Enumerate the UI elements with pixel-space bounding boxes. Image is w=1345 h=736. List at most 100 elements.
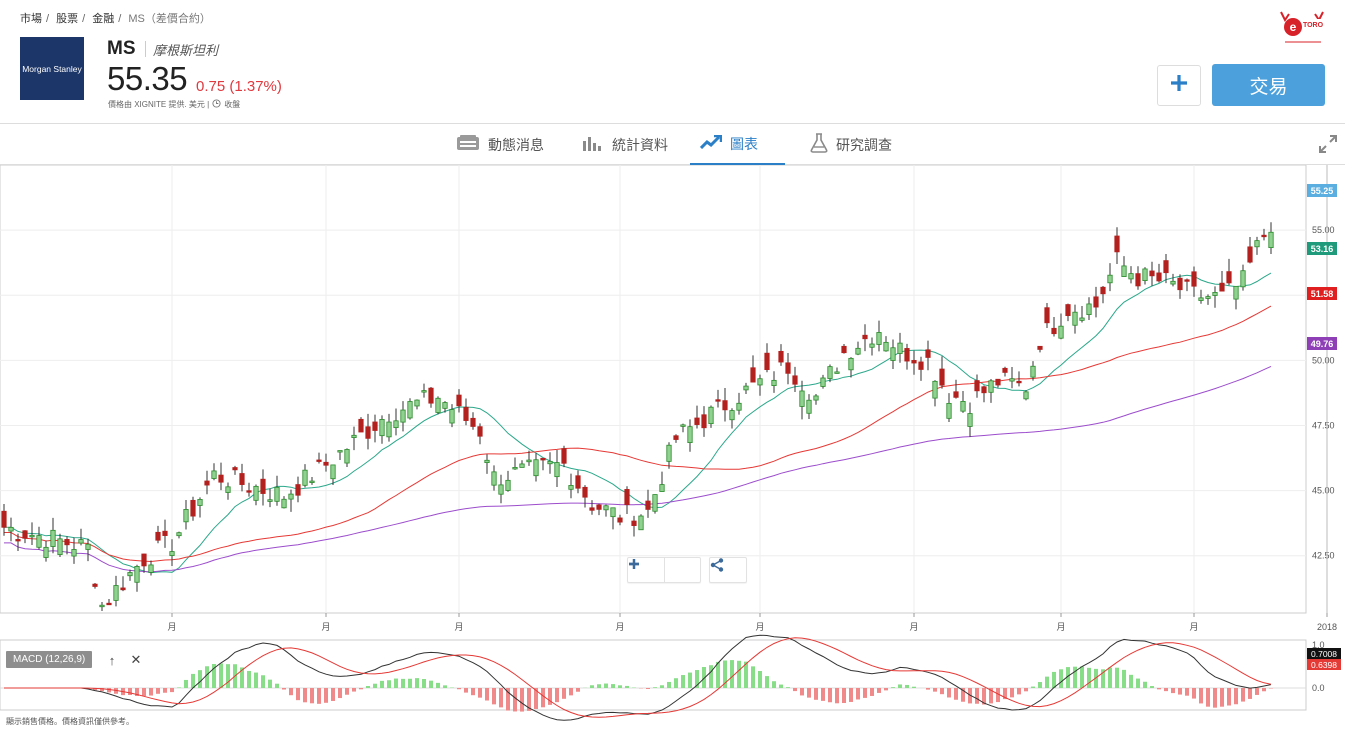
candle bbox=[1058, 325, 1064, 339]
candle bbox=[680, 424, 686, 427]
candle bbox=[736, 402, 742, 411]
macd-value-text: 0.7008 bbox=[1311, 649, 1337, 659]
trade-button[interactable]: 交易 bbox=[1212, 64, 1325, 106]
macd-histogram-bar bbox=[1017, 688, 1021, 695]
company-logo-text: Morgan Stanley bbox=[22, 63, 82, 74]
macd-histogram-bar bbox=[1157, 688, 1161, 690]
price-change: 0.75 (1.37%) bbox=[196, 78, 282, 95]
share-button[interactable] bbox=[710, 558, 746, 582]
breadcrumb-item-markets[interactable]: 市場 bbox=[20, 13, 42, 25]
macd-histogram-bar bbox=[212, 664, 216, 688]
breadcrumb-item-stocks[interactable]: 股票 bbox=[56, 13, 79, 25]
macd-histogram-bar bbox=[625, 685, 629, 688]
macd-histogram-bar bbox=[877, 688, 881, 693]
tab-news[interactable]: 動態消息 bbox=[446, 124, 554, 165]
breadcrumb-item-current: MS（差價合約） bbox=[128, 13, 211, 25]
macd-histogram-bar bbox=[856, 688, 860, 700]
macd-histogram-bar bbox=[884, 688, 888, 691]
macd-histogram-bar bbox=[1052, 671, 1056, 688]
zoom-controls bbox=[627, 557, 701, 583]
macd-histogram-bar bbox=[1185, 688, 1189, 696]
macd-histogram-bar bbox=[149, 688, 153, 696]
candle bbox=[218, 474, 224, 483]
macd-histogram-bar bbox=[541, 688, 545, 708]
candle bbox=[687, 426, 693, 444]
fullscreen-icon[interactable] bbox=[1318, 134, 1338, 154]
macd-histogram-bar bbox=[394, 678, 398, 688]
breadcrumb-item-finance[interactable]: 金融 bbox=[92, 13, 115, 25]
macd-histogram-bar bbox=[779, 684, 783, 688]
candle bbox=[78, 539, 84, 544]
candle bbox=[897, 342, 903, 354]
section-tabs: 動態消息 統計資料 圖表 研究調查 bbox=[0, 123, 1345, 165]
macd-histogram-bar bbox=[800, 688, 804, 696]
candle bbox=[589, 507, 595, 511]
breadcrumb: 市場 / 股票 / 金融 / MS（差價合約） bbox=[20, 10, 215, 26]
macd-histogram-bar bbox=[905, 684, 909, 688]
tab-chart-label: 圖表 bbox=[730, 135, 758, 152]
add-to-watchlist-button[interactable] bbox=[1157, 65, 1201, 106]
candle bbox=[421, 390, 427, 393]
tab-research[interactable]: 研究調查 bbox=[800, 124, 902, 165]
candle bbox=[1268, 231, 1274, 249]
x-tick-label: 月 bbox=[615, 622, 624, 632]
macd-histogram-bar bbox=[1234, 688, 1238, 705]
candle bbox=[722, 400, 728, 411]
macd-histogram-bar bbox=[548, 688, 552, 705]
price-chart[interactable]: 55.0052.5050.0047.5045.0042.50月月月月月月月月20… bbox=[0, 165, 1345, 736]
macd-histogram-bar bbox=[240, 667, 244, 688]
macd-signal-line bbox=[4, 637, 1272, 718]
macd-histogram-bar bbox=[1206, 688, 1210, 707]
tab-stats[interactable]: 統計資料 bbox=[572, 124, 678, 165]
macd-histogram-bar bbox=[1171, 688, 1175, 694]
macd-histogram-bar bbox=[786, 687, 790, 688]
candle bbox=[512, 467, 518, 470]
candle bbox=[505, 479, 511, 491]
zoom-in-button[interactable] bbox=[629, 558, 700, 582]
candle bbox=[43, 546, 49, 558]
candle bbox=[855, 347, 861, 355]
macd-histogram-bar bbox=[247, 670, 251, 688]
candle bbox=[1226, 271, 1232, 284]
candle bbox=[274, 486, 280, 502]
candle bbox=[365, 426, 371, 439]
candle bbox=[1100, 286, 1106, 295]
macd-histogram-bar bbox=[597, 684, 601, 688]
macd-histogram-bar bbox=[835, 688, 839, 704]
candle bbox=[491, 471, 497, 486]
close-icon[interactable]: ✕ bbox=[130, 652, 142, 667]
candle bbox=[743, 385, 749, 391]
macd-value-tag bbox=[1307, 648, 1341, 659]
candle bbox=[92, 583, 98, 587]
candle bbox=[1051, 327, 1057, 335]
move-up-icon[interactable]: ↑ bbox=[108, 652, 116, 668]
footnote: 顯示銷售價格。價格資訊僅供參考。 bbox=[6, 717, 134, 726]
tab-chart[interactable]: 圖表 bbox=[690, 124, 785, 165]
candle bbox=[449, 409, 455, 424]
chart-canvas[interactable]: 55.0052.5050.0047.5045.0042.50月月月月月月月月20… bbox=[0, 165, 1345, 736]
candle bbox=[169, 551, 175, 556]
brand-logo[interactable]: e TORO bbox=[1275, 8, 1330, 50]
instrument-header: 市場 / 股票 / 金融 / MS（差價合約） Morgan Stanley MS 摩… bbox=[0, 0, 1345, 123]
macd-histogram-bar bbox=[380, 680, 384, 688]
x-tick-label: 月 bbox=[755, 622, 764, 632]
macd-histogram-bar bbox=[135, 688, 139, 696]
macd-histogram-bar bbox=[191, 673, 195, 688]
candle bbox=[372, 421, 378, 431]
candle bbox=[309, 480, 315, 483]
candle bbox=[610, 507, 616, 518]
company-name: 摩根斯坦利 bbox=[153, 43, 219, 58]
last-price: 55.35 bbox=[107, 60, 188, 97]
plus-icon bbox=[1170, 74, 1188, 97]
macd-histogram-bar bbox=[961, 688, 965, 702]
macd-indicator-label[interactable]: MACD (12,26,9) bbox=[6, 651, 93, 668]
candle bbox=[316, 459, 322, 462]
macd-histogram-bar bbox=[1073, 666, 1077, 688]
macd-histogram-bar bbox=[702, 667, 706, 688]
macd-histogram-bar bbox=[520, 688, 524, 712]
candle bbox=[386, 421, 392, 438]
candle bbox=[1247, 246, 1253, 263]
macd-histogram-bar bbox=[387, 680, 391, 688]
macd-histogram-bar bbox=[373, 683, 377, 688]
macd-histogram-bar bbox=[772, 681, 776, 688]
